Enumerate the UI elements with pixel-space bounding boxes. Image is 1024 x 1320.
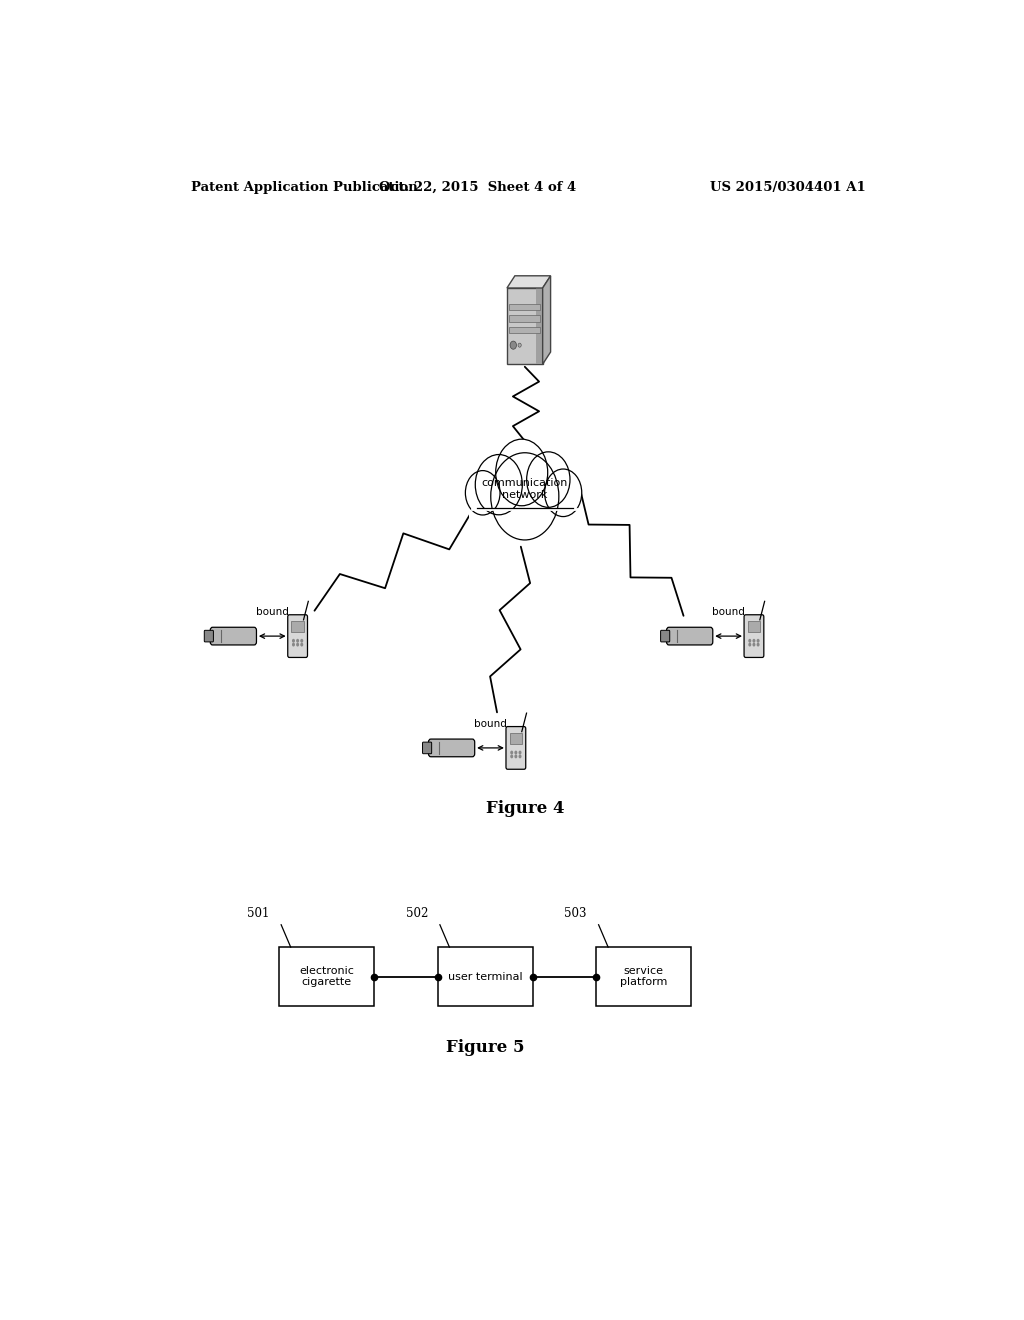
Circle shape [753, 639, 756, 643]
Circle shape [510, 755, 513, 759]
Text: Figure 4: Figure 4 [485, 800, 564, 817]
Text: US 2015/0304401 A1: US 2015/0304401 A1 [711, 181, 866, 194]
FancyBboxPatch shape [210, 627, 256, 645]
Circle shape [300, 643, 303, 647]
Circle shape [545, 469, 582, 516]
FancyBboxPatch shape [537, 288, 543, 364]
Text: communication
network: communication network [481, 478, 568, 499]
FancyBboxPatch shape [507, 288, 543, 364]
Circle shape [465, 471, 500, 515]
Text: user terminal: user terminal [447, 972, 522, 982]
Circle shape [296, 639, 299, 643]
Text: Patent Application Publication: Patent Application Publication [191, 181, 418, 194]
FancyBboxPatch shape [748, 622, 760, 632]
FancyBboxPatch shape [509, 315, 541, 322]
FancyBboxPatch shape [469, 488, 581, 524]
Circle shape [292, 643, 295, 647]
Text: 501: 501 [247, 907, 269, 920]
Text: Oct. 22, 2015  Sheet 4 of 4: Oct. 22, 2015 Sheet 4 of 4 [379, 181, 575, 194]
Circle shape [292, 639, 295, 643]
FancyBboxPatch shape [292, 622, 304, 632]
Circle shape [510, 751, 513, 755]
FancyBboxPatch shape [510, 733, 522, 744]
Polygon shape [543, 276, 551, 364]
FancyBboxPatch shape [437, 948, 532, 1006]
FancyBboxPatch shape [288, 615, 307, 657]
Circle shape [300, 639, 303, 643]
Circle shape [749, 643, 752, 647]
FancyBboxPatch shape [279, 948, 374, 1006]
FancyBboxPatch shape [744, 615, 764, 657]
Circle shape [753, 643, 756, 647]
Circle shape [514, 755, 517, 759]
Circle shape [749, 639, 752, 643]
Polygon shape [507, 276, 551, 288]
Circle shape [514, 751, 517, 755]
Circle shape [510, 341, 516, 350]
FancyBboxPatch shape [660, 631, 670, 642]
Text: 503: 503 [564, 907, 587, 920]
FancyBboxPatch shape [506, 726, 525, 770]
FancyBboxPatch shape [596, 948, 691, 1006]
Circle shape [757, 643, 760, 647]
Circle shape [526, 451, 570, 507]
Text: Figure 5: Figure 5 [445, 1039, 524, 1056]
FancyBboxPatch shape [509, 304, 541, 310]
FancyBboxPatch shape [428, 739, 475, 756]
Circle shape [757, 639, 760, 643]
Text: bound: bound [256, 607, 289, 616]
Circle shape [475, 454, 522, 515]
FancyBboxPatch shape [204, 631, 213, 642]
Circle shape [296, 643, 299, 647]
Circle shape [518, 751, 521, 755]
Text: service
platform: service platform [621, 966, 668, 987]
Circle shape [518, 343, 521, 347]
FancyBboxPatch shape [423, 742, 432, 754]
Circle shape [518, 755, 521, 759]
Text: 502: 502 [406, 907, 428, 920]
FancyBboxPatch shape [509, 327, 541, 333]
Circle shape [490, 453, 559, 540]
Text: bound: bound [474, 718, 507, 729]
Text: electronic
cigarette: electronic cigarette [299, 966, 354, 987]
Circle shape [496, 440, 548, 506]
Text: bound: bound [712, 607, 745, 616]
FancyBboxPatch shape [667, 627, 713, 645]
